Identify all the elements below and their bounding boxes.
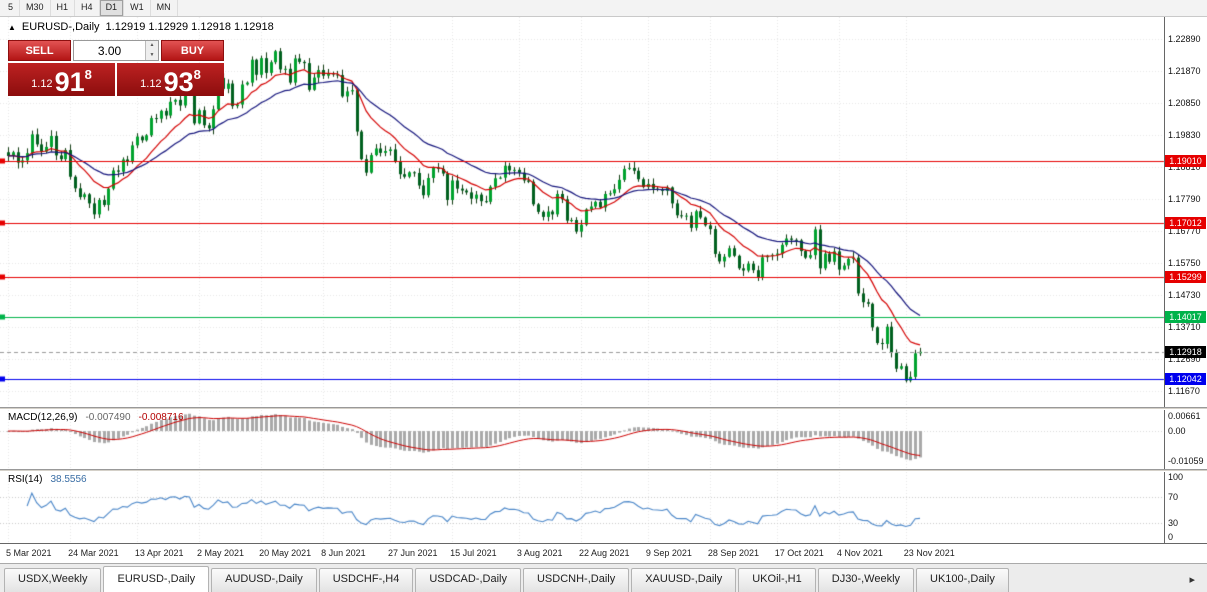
chart-tab-uk100-daily[interactable]: UK100-,Daily bbox=[916, 568, 1009, 592]
chart-symbol-label: EURUSD-,Daily bbox=[21, 21, 100, 33]
macd-axis-label: -0.01059 bbox=[1168, 455, 1204, 466]
chart-tab-ukoil-h1[interactable]: UKOil-,H1 bbox=[738, 568, 816, 592]
sell-price-prefix: 1.12 bbox=[31, 78, 53, 90]
date-axis-label: 13 Apr 2021 bbox=[134, 548, 184, 558]
date-axis-label: 23 Nov 2021 bbox=[903, 548, 955, 558]
timeframe-button-5[interactable]: 5 bbox=[2, 0, 21, 16]
price-axis-label: 1.16770 bbox=[1168, 226, 1201, 236]
timeframe-button-w1[interactable]: W1 bbox=[124, 0, 151, 16]
date-axis-label: 24 Mar 2021 bbox=[68, 548, 119, 558]
price-axis-label: 1.19830 bbox=[1168, 130, 1201, 140]
macd-name: MACD(12,26,9) bbox=[8, 412, 78, 423]
price-axis-label: 1.13710 bbox=[1168, 322, 1201, 332]
chart-tab-usdcnh-daily[interactable]: USDCNH-,Daily bbox=[522, 568, 630, 592]
chart-tab-usdcad-daily[interactable]: USDCAD-,Daily bbox=[415, 568, 521, 592]
volume-field: ▲ ▼ bbox=[73, 40, 159, 61]
price-axis-label: 1.11670 bbox=[1168, 386, 1200, 396]
date-axis-label: 3 Aug 2021 bbox=[516, 548, 563, 558]
date-axis-label: 28 Sep 2021 bbox=[707, 548, 759, 558]
timeframe-button-mn[interactable]: MN bbox=[151, 0, 178, 16]
date-axis-label: 8 Jun 2021 bbox=[321, 548, 366, 558]
date-axis-label: 15 Jul 2021 bbox=[450, 548, 497, 558]
price-level-chip: 1.17012 bbox=[1165, 217, 1206, 230]
timeframe-button-h1[interactable]: H1 bbox=[51, 0, 76, 16]
price-axis[interactable]: 1.22890 1.21870 1.20850 1.19830 1.18810 1.177… bbox=[1164, 0, 1207, 592]
buy-price-pips: 93 bbox=[163, 67, 194, 97]
price-axis-label: 1.21870 bbox=[1168, 66, 1201, 76]
sell-price-display[interactable]: 1.12 91 8 bbox=[8, 63, 115, 96]
buy-price-prefix: 1.12 bbox=[140, 78, 162, 90]
price-axis-label: 1.18810 bbox=[1168, 162, 1201, 172]
chart-ohlc-values: 1.12919 1.12929 1.12918 1.12918 bbox=[105, 21, 274, 33]
macd-indicator-label: MACD(12,26,9) -0.007490 -0.008716 bbox=[8, 412, 184, 423]
sell-price-pips: 91 bbox=[54, 67, 85, 97]
price-axis-label: 1.20850 bbox=[1168, 98, 1201, 108]
chart-tab-bar: USDX,Weekly EURUSD-,Daily AUDUSD-,Daily USD… bbox=[0, 563, 1207, 592]
chart-tab-xauusd-daily[interactable]: XAUUSD-,Daily bbox=[631, 568, 737, 592]
timeframe-button-h4[interactable]: H4 bbox=[75, 0, 100, 16]
rsi-axis-label: 30 bbox=[1168, 518, 1179, 529]
price-axis-label: 1.22890 bbox=[1168, 34, 1201, 44]
buy-price-fraction: 8 bbox=[193, 67, 201, 82]
date-axis-label: 17 Oct 2021 bbox=[774, 548, 824, 558]
chart-header: ▲ EURUSD-,Daily 1.12919 1.12929 1.12918 … bbox=[8, 21, 274, 33]
price-level-chip: 1.19010 bbox=[1165, 154, 1206, 167]
date-axis-label: 2 May 2021 bbox=[197, 548, 245, 558]
macd-signal-value: -0.008716 bbox=[138, 412, 184, 423]
rsi-axis-label: 0 bbox=[1168, 532, 1174, 542]
macd-main-value: -0.007490 bbox=[85, 412, 131, 423]
price-axis-label: 1.14730 bbox=[1168, 290, 1201, 300]
rsi-value: 38.5556 bbox=[50, 474, 87, 485]
price-axis-border bbox=[1164, 17, 1165, 543]
date-axis[interactable]: 5 Mar 2021 24 Mar 2021 13 Apr 2021 2 May 20… bbox=[0, 543, 1207, 563]
timeframe-button-d1[interactable]: D1 bbox=[99, 0, 125, 16]
price-level-chip: 1.12042 bbox=[1165, 373, 1206, 386]
rsi-axis-label: 100 bbox=[1168, 472, 1184, 482]
price-level-chip: 1.15299 bbox=[1165, 271, 1206, 284]
date-axis-label: 9 Sep 2021 bbox=[645, 548, 692, 558]
timeframe-button-m30[interactable]: M30 bbox=[20, 0, 51, 16]
sell-price-fraction: 8 bbox=[84, 67, 92, 82]
volume-spinners: ▲ ▼ bbox=[145, 41, 158, 60]
chart-tab-eurusd-daily[interactable]: EURUSD-,Daily bbox=[103, 566, 210, 592]
price-level-chip: 1.14017 bbox=[1165, 311, 1206, 324]
rsi-axis-label: 70 bbox=[1168, 491, 1179, 502]
chart-tab-audusd-daily[interactable]: AUDUSD-,Daily bbox=[211, 568, 317, 592]
buy-price-display[interactable]: 1.12 93 8 bbox=[117, 63, 224, 96]
price-axis-label: 1.17790 bbox=[1168, 194, 1201, 204]
date-axis-label: 20 May 2021 bbox=[259, 548, 312, 558]
chart-tab-usdx-weekly[interactable]: USDX,Weekly bbox=[4, 568, 102, 592]
date-axis-label: 4 Nov 2021 bbox=[836, 548, 883, 558]
rsi-name: RSI(14) bbox=[8, 474, 43, 485]
date-axis-label: 5 Mar 2021 bbox=[6, 548, 52, 558]
volume-decrease-button[interactable]: ▼ bbox=[146, 50, 158, 60]
date-axis-label: 22 Aug 2021 bbox=[579, 548, 630, 558]
price-axis-label: 1.12690 bbox=[1168, 354, 1201, 364]
tab-scroll-right-icon[interactable]: ▸ bbox=[1189, 574, 1195, 586]
macd-axis-label: 0.00661 bbox=[1168, 411, 1201, 421]
date-axis-label: 27 Jun 2021 bbox=[388, 548, 438, 558]
trade-panel-toggle-icon[interactable]: ▲ bbox=[8, 22, 16, 32]
price-level-chip: 1.12918 bbox=[1165, 345, 1206, 358]
timeframe-toolbar: 5 M30 H1 H4 D1 W1 MN bbox=[0, 0, 1207, 17]
chart-tab-dj30-weekly[interactable]: DJ30-,Weekly bbox=[817, 568, 915, 592]
price-axis-label: 1.15750 bbox=[1168, 258, 1201, 268]
buy-button[interactable]: BUY bbox=[161, 40, 224, 61]
one-click-trade-panel: SELL ▲ ▼ BUY 1.12 91 8 1.12 93 8 bbox=[8, 40, 224, 96]
sell-button[interactable]: SELL bbox=[8, 40, 71, 61]
rsi-indicator-label: RSI(14) 38.5556 bbox=[8, 474, 87, 485]
panel-separator[interactable] bbox=[0, 469, 1207, 472]
panel-separator[interactable] bbox=[0, 407, 1207, 410]
chart-tab-usdchf-h4[interactable]: USDCHF-,H4 bbox=[318, 568, 414, 592]
macd-axis-label: 0.00 bbox=[1168, 426, 1186, 437]
volume-input[interactable] bbox=[74, 41, 145, 60]
volume-increase-button[interactable]: ▲ bbox=[146, 41, 158, 51]
